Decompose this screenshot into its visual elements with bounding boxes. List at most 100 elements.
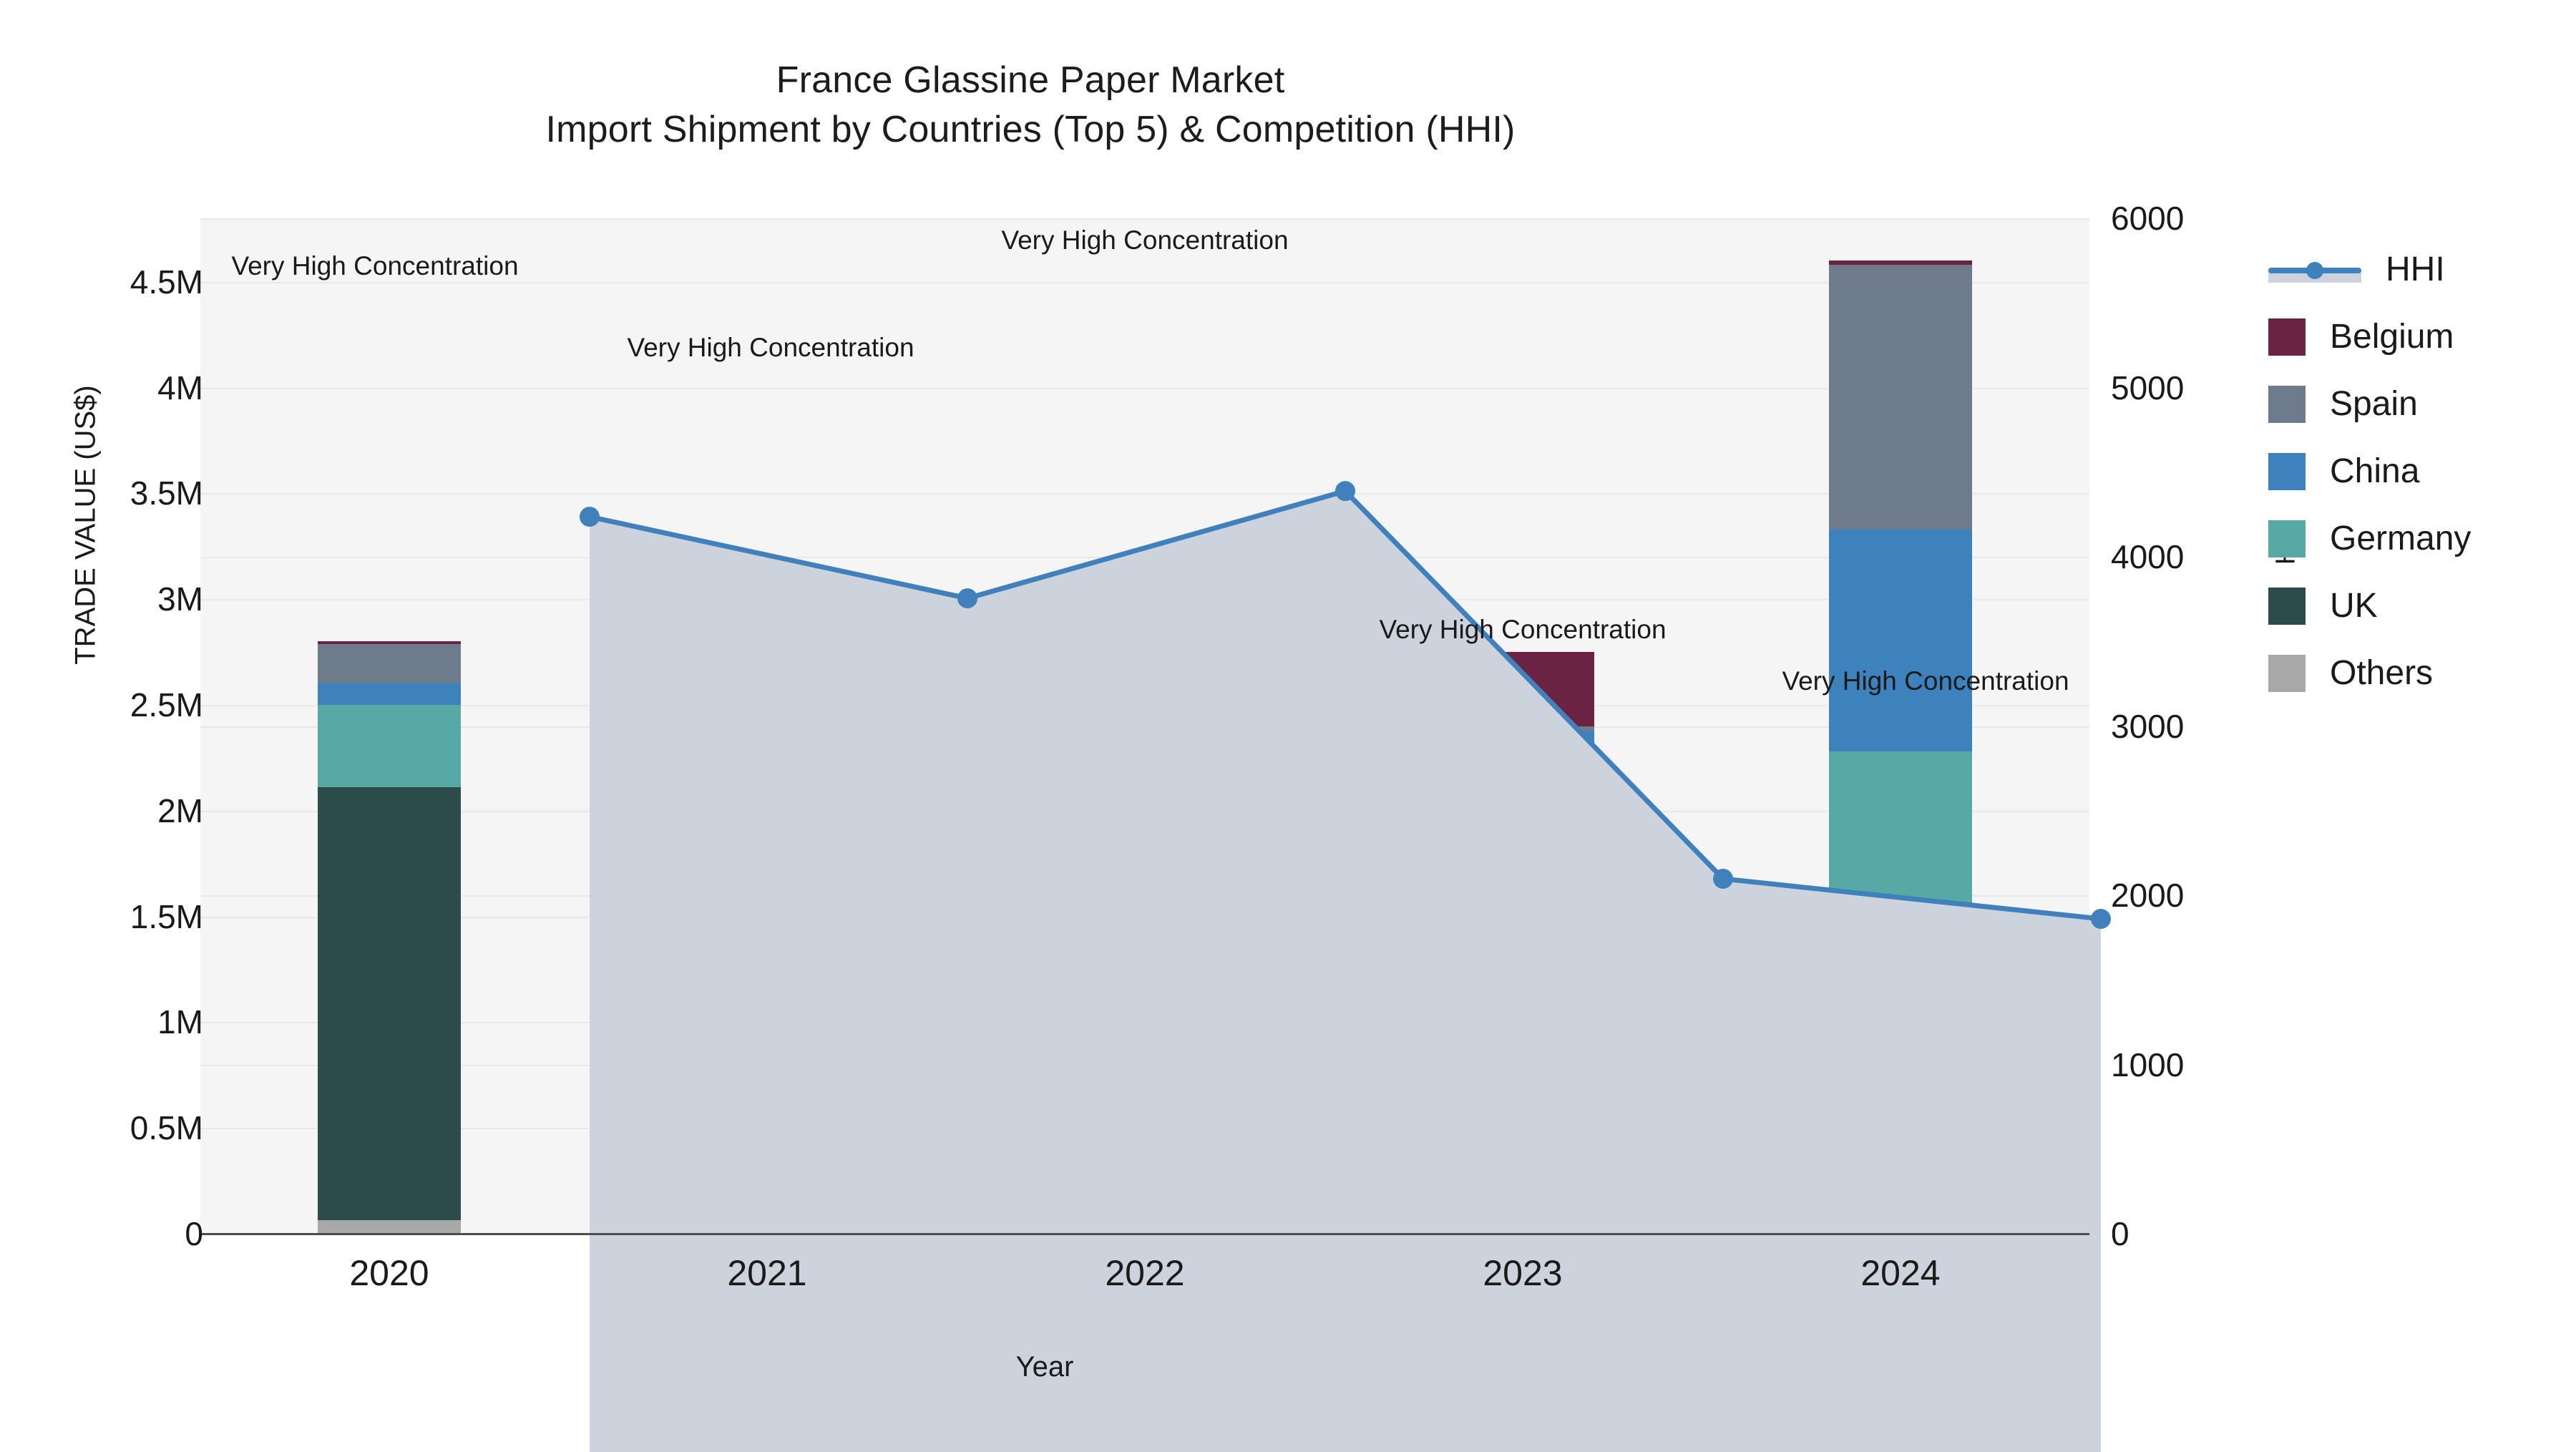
bar-segment-germany-2023[interactable] [1451, 860, 1594, 1165]
annotation-2022: Very High Concentration [1001, 225, 1289, 255]
bar-segment-uk-2023[interactable] [1451, 1164, 1594, 1171]
legend-label: Others [2330, 654, 2434, 692]
legend-swatch-icon [2268, 318, 2306, 356]
bar-group-2023[interactable] [1451, 652, 1594, 1234]
gridline [200, 493, 2089, 495]
bar-segment-china-2023[interactable] [1451, 731, 1594, 861]
bar-segment-uk-2020[interactable] [318, 787, 461, 1220]
gridline [200, 599, 2089, 601]
bar-group-2020[interactable] [318, 641, 461, 1234]
bar-segment-spain-2023[interactable] [1451, 726, 1594, 731]
hhi-point-2021[interactable] [957, 588, 977, 609]
y-tick-right-2000: 2000 [2111, 877, 2185, 914]
bar-segment-others-2022[interactable] [1073, 1209, 1216, 1234]
bar-segment-germany-2024[interactable] [1829, 751, 1972, 1175]
bar-segment-spain-2022[interactable] [1073, 679, 1216, 703]
bar-segment-germany-2021[interactable] [696, 664, 839, 754]
bar-segment-uk-2024[interactable] [1829, 1174, 1972, 1186]
bar-group-2024[interactable] [1829, 260, 1972, 1234]
bar-segment-belgium-2022[interactable] [1073, 671, 1216, 680]
x-axis-line [200, 1233, 2089, 1235]
annotation-2021: Very High Concentration [627, 333, 914, 363]
bar-segment-belgium-2021[interactable] [696, 630, 839, 635]
bar-segment-others-2021[interactable] [696, 1209, 839, 1234]
hhi-point-2024[interactable] [2091, 909, 2111, 930]
annotation-2023: Very High Concentration [1379, 614, 1667, 644]
bar-segment-spain-2021[interactable] [696, 635, 839, 648]
gridline-secondary [200, 218, 2089, 220]
y-tick-left-2M: 2M [157, 791, 203, 829]
bar-segment-china-2020[interactable] [318, 683, 461, 705]
x-tick-2023: 2023 [1483, 1253, 1563, 1293]
y-tick-right-3000: 3000 [2111, 707, 2185, 745]
y-tick-left-4.5M: 4.5M [130, 263, 203, 301]
bar-segment-uk-2021[interactable] [696, 753, 839, 1210]
legend-label: HHI [2386, 250, 2445, 288]
legend-item-china[interactable]: China [2268, 438, 2576, 505]
y-tick-left-0.5M: 0.5M [130, 1109, 203, 1147]
legend-swatch-icon [2268, 453, 2306, 490]
y-tick-right-4000: 4000 [2111, 538, 2185, 575]
bar-segment-china-2022[interactable] [1073, 703, 1216, 731]
gridline-secondary [200, 557, 2089, 558]
bar-segment-germany-2022[interactable] [1073, 730, 1216, 792]
legend-line-dot [2306, 262, 2323, 279]
hhi-series [580, 481, 2111, 1452]
hhi-point-2022[interactable] [1335, 481, 1355, 502]
bar-segment-others-2023[interactable] [1451, 1170, 1594, 1234]
y-tick-left-3.5M: 3.5M [130, 474, 203, 512]
bar-segment-belgium-2023[interactable] [1451, 652, 1594, 726]
x-tick-2022: 2022 [1105, 1253, 1185, 1293]
legend-item-germany[interactable]: Germany [2268, 505, 2576, 572]
hhi-point-2020[interactable] [580, 507, 600, 527]
y-tick-left-1.5M: 1.5M [130, 897, 203, 935]
legend-swatch-icon [2268, 520, 2306, 557]
bar-segment-china-2024[interactable] [1829, 529, 1972, 751]
gridline [200, 281, 2089, 283]
x-tick-2024: 2024 [1860, 1253, 1941, 1293]
x-tick-2021: 2021 [727, 1253, 807, 1293]
legend-label: UK [2330, 587, 2378, 625]
bar-segment-others-2024[interactable] [1829, 1185, 1972, 1234]
x-axis-label: Year [1015, 1351, 1074, 1383]
bar-segment-others-2020[interactable] [318, 1219, 461, 1234]
y-tick-right-5000: 5000 [2111, 369, 2185, 406]
x-tick-2020: 2020 [349, 1253, 429, 1293]
bar-segment-spain-2024[interactable] [1829, 265, 1972, 530]
legend-label: Germany [2330, 520, 2472, 557]
bar-segment-uk-2022[interactable] [1073, 791, 1216, 1210]
y-tick-left-4M: 4M [157, 369, 203, 406]
legend-label: China [2330, 452, 2420, 490]
legend-item-uk[interactable]: UK [2268, 572, 2576, 640]
chart-legend: HHI Belgium Spain China Germany UK Others [2268, 236, 2576, 707]
bar-group-2021[interactable] [696, 630, 839, 1234]
legend-item-belgium[interactable]: Belgium [2268, 303, 2576, 371]
legend-label: Spain [2330, 385, 2418, 423]
bar-segment-belgium-2024[interactable] [1829, 260, 1972, 265]
legend-item-spain[interactable]: Spain [2268, 371, 2576, 438]
y-tick-left-0: 0 [185, 1215, 203, 1252]
chart-title-line-1: France Glassine Paper Market [776, 59, 1285, 101]
bar-segment-spain-2020[interactable] [318, 644, 461, 684]
bar-group-2022[interactable] [1073, 671, 1216, 1234]
legend-line-icon [2268, 251, 2361, 288]
annotation-2020: Very High Concentration [231, 251, 519, 281]
legend-swatch-icon [2268, 655, 2306, 692]
bar-segment-china-2021[interactable] [696, 648, 839, 665]
hhi-point-2023[interactable] [1713, 868, 1733, 889]
chart-title: France Glassine Paper Market Import Ship… [0, 56, 2061, 154]
y-tick-right-1000: 1000 [2111, 1046, 2185, 1083]
y-tick-left-2.5M: 2.5M [130, 686, 203, 723]
plot-area [200, 218, 2111, 1452]
chart-title-line-2: Import Shipment by Countries (Top 5) & C… [545, 108, 1516, 150]
y-axis-left-label: TRADE VALUE (US$) [69, 385, 102, 665]
bar-segment-belgium-2020[interactable] [318, 641, 461, 645]
legend-swatch-icon [2268, 386, 2306, 423]
legend-label: Belgium [2330, 318, 2454, 356]
annotation-2024: Very High Concentration [1782, 666, 2069, 696]
legend-item-others[interactable]: Others [2268, 640, 2576, 707]
y-tick-left-1M: 1M [157, 1003, 203, 1041]
bar-segment-germany-2020[interactable] [318, 704, 461, 788]
legend-item-hhi[interactable]: HHI [2268, 236, 2576, 303]
